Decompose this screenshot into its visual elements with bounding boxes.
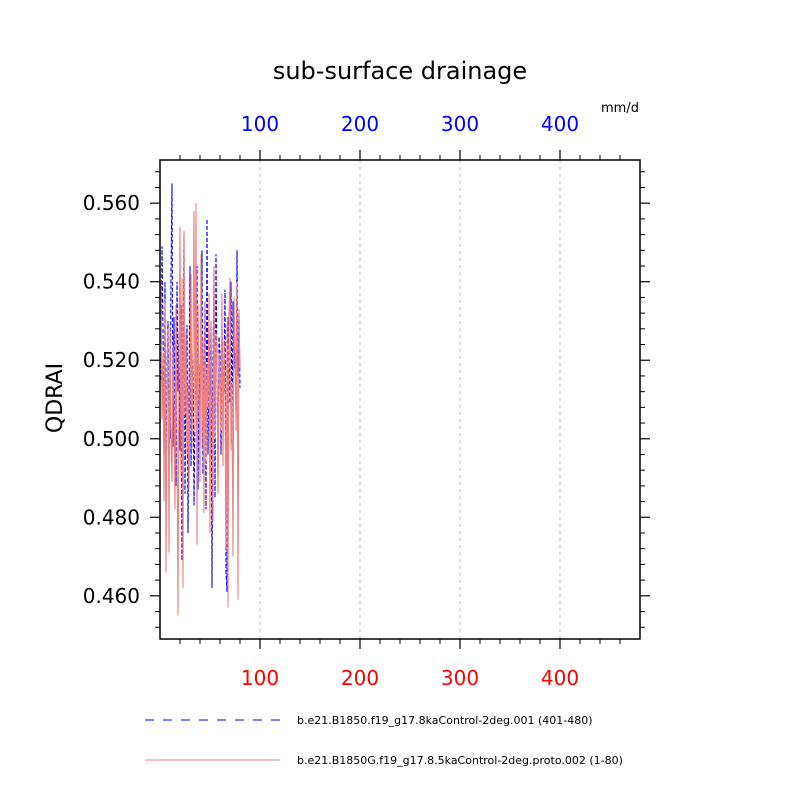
y-tick-label-5: 0.560 [83, 191, 140, 215]
y-tick-label-2: 0.500 [83, 427, 140, 451]
legend-label-0: b.e21.B1850.f19_g17.8kaControl-2deg.001 … [297, 714, 593, 727]
x-tick-label-bottom-2: 300 [441, 666, 479, 690]
y-axis-label: QDRAI [43, 363, 68, 433]
chart-title: sub-surface drainage [273, 57, 527, 85]
x-tick-label-top-2: 300 [441, 112, 479, 136]
y-tick-label-0: 0.460 [83, 584, 140, 608]
legend-label-1: b.e21.B1850G.f19_g17.8.5kaControl-2deg.p… [297, 754, 623, 767]
x-tick-label-top-0: 100 [241, 112, 279, 136]
x-tick-label-top-1: 200 [341, 112, 379, 136]
axes: 100 200 300 400 100 200 300 400 0.460 0.480 0.500 0… [83, 112, 650, 690]
series-line-0 [160, 183, 241, 592]
y-tick-label-4: 0.540 [83, 270, 140, 294]
grid-lines [259, 160, 561, 639]
series-lines [160, 183, 241, 616]
x-tick-label-bottom-1: 200 [341, 666, 379, 690]
y-tick-label-3: 0.520 [83, 348, 140, 372]
y-tick-label-1: 0.480 [83, 505, 140, 529]
x-tick-label-top-3: 400 [541, 112, 579, 136]
x-tick-label-bottom-3: 400 [541, 666, 579, 690]
legend: b.e21.B1850.f19_g17.8kaControl-2deg.001 … [145, 714, 623, 767]
x-tick-label-bottom-0: 100 [241, 666, 279, 690]
series-line-1 [160, 203, 241, 616]
units-label: mm/d [601, 101, 639, 116]
